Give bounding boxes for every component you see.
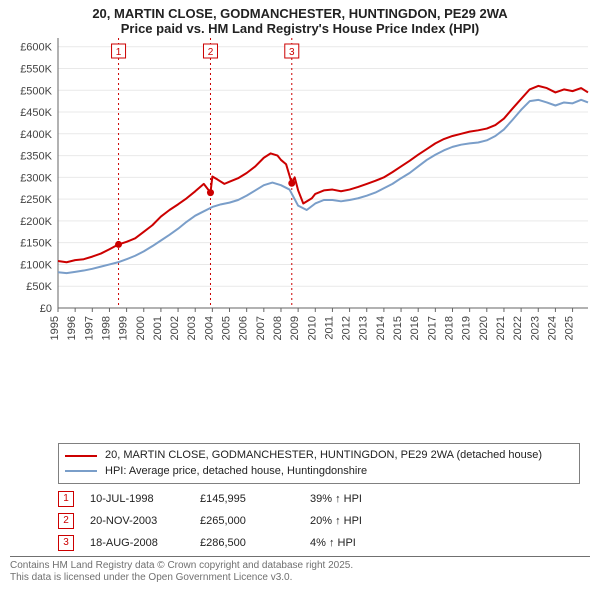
svg-text:£100K: £100K <box>20 259 52 271</box>
svg-text:2: 2 <box>208 47 214 58</box>
svg-text:£200K: £200K <box>20 216 52 228</box>
svg-text:2012: 2012 <box>341 316 353 340</box>
svg-text:2004: 2004 <box>203 316 215 340</box>
svg-text:2000: 2000 <box>135 316 147 340</box>
svg-text:1998: 1998 <box>100 316 112 340</box>
svg-text:2010: 2010 <box>306 316 318 340</box>
svg-text:£450K: £450K <box>20 107 52 119</box>
svg-text:2022: 2022 <box>512 316 524 340</box>
svg-text:2008: 2008 <box>272 316 284 340</box>
title-line-2: Price paid vs. HM Land Registry's House … <box>8 21 592 36</box>
svg-text:2016: 2016 <box>409 316 421 340</box>
svg-text:£50K: £50K <box>26 281 52 293</box>
legend-swatch <box>65 470 97 472</box>
legend-label: HPI: Average price, detached house, Hunt… <box>105 464 367 479</box>
marker-price: £265,000 <box>200 515 310 527</box>
svg-text:2007: 2007 <box>255 316 267 340</box>
svg-text:2018: 2018 <box>443 316 455 340</box>
marker-date: 10-JUL-1998 <box>90 493 200 505</box>
marker-row: 3 18-AUG-2008£286,5004% ↑ HPI <box>58 532 580 554</box>
svg-text:£400K: £400K <box>20 129 52 141</box>
marker-price: £145,995 <box>200 493 310 505</box>
svg-text:£350K: £350K <box>20 151 52 163</box>
svg-text:2005: 2005 <box>221 316 233 340</box>
chart-area: £0 £50K £100K £150K £200K £250K £300K £350K £400… <box>0 38 600 441</box>
svg-text:2017: 2017 <box>426 316 438 340</box>
marker-row: 2 20-NOV-2003£265,00020% ↑ HPI <box>58 510 580 532</box>
marker-date: 20-NOV-2003 <box>90 515 200 527</box>
svg-text:2019: 2019 <box>461 316 473 340</box>
marker-hpi: 4% ↑ HPI <box>310 537 580 549</box>
footer-line-1: Contains HM Land Registry data © Crown c… <box>10 560 590 572</box>
marker-hpi: 20% ↑ HPI <box>310 515 580 527</box>
chart-svg: £0 £50K £100K £150K £200K £250K £300K £350K £400… <box>0 38 600 348</box>
svg-text:2001: 2001 <box>152 316 164 340</box>
svg-text:£600K: £600K <box>20 42 52 54</box>
svg-text:2013: 2013 <box>358 316 370 340</box>
title-line-1: 20, MARTIN CLOSE, GODMANCHESTER, HUNTING… <box>8 6 592 21</box>
svg-text:1999: 1999 <box>118 316 130 340</box>
svg-text:2003: 2003 <box>186 316 198 340</box>
legend-item: 20, MARTIN CLOSE, GODMANCHESTER, HUNTING… <box>65 448 573 463</box>
marker-badge: 2 <box>58 513 74 529</box>
svg-text:1: 1 <box>116 47 122 58</box>
footer-line-2: This data is licensed under the Open Gov… <box>10 572 590 584</box>
svg-text:2011: 2011 <box>323 316 335 340</box>
svg-text:£500K: £500K <box>20 85 52 97</box>
marker-date: 18-AUG-2008 <box>90 537 200 549</box>
svg-text:2021: 2021 <box>495 316 507 340</box>
chart-titles: 20, MARTIN CLOSE, GODMANCHESTER, HUNTING… <box>0 0 600 38</box>
svg-text:£300K: £300K <box>20 172 52 184</box>
svg-text:2024: 2024 <box>546 316 558 340</box>
marker-price: £286,500 <box>200 537 310 549</box>
footer-attribution: Contains HM Land Registry data © Crown c… <box>10 556 590 584</box>
marker-table: 1 10-JUL-1998£145,99539% ↑ HPI 2 20-NOV-200… <box>58 488 580 554</box>
svg-text:2006: 2006 <box>238 316 250 340</box>
svg-text:1996: 1996 <box>66 316 78 340</box>
svg-text:2009: 2009 <box>289 316 301 340</box>
svg-text:2014: 2014 <box>375 316 387 340</box>
marker-hpi: 39% ↑ HPI <box>310 493 580 505</box>
svg-text:£250K: £250K <box>20 194 52 206</box>
svg-text:1997: 1997 <box>83 316 95 340</box>
legend-swatch <box>65 455 97 457</box>
svg-text:2023: 2023 <box>529 316 541 340</box>
svg-text:£0: £0 <box>40 303 52 315</box>
legend-label: 20, MARTIN CLOSE, GODMANCHESTER, HUNTING… <box>105 448 542 463</box>
svg-text:1995: 1995 <box>49 316 61 340</box>
marker-row: 1 10-JUL-1998£145,99539% ↑ HPI <box>58 488 580 510</box>
svg-text:3: 3 <box>289 47 295 58</box>
legend-box: 20, MARTIN CLOSE, GODMANCHESTER, HUNTING… <box>58 443 580 484</box>
legend-item: HPI: Average price, detached house, Hunt… <box>65 464 573 479</box>
marker-badge: 1 <box>58 491 74 507</box>
marker-badge: 3 <box>58 535 74 551</box>
svg-text:2020: 2020 <box>478 316 490 340</box>
svg-text:2015: 2015 <box>392 316 404 340</box>
svg-text:£550K: £550K <box>20 63 52 75</box>
svg-text:£150K: £150K <box>20 238 52 250</box>
svg-text:2025: 2025 <box>564 316 576 340</box>
svg-text:2002: 2002 <box>169 316 181 340</box>
